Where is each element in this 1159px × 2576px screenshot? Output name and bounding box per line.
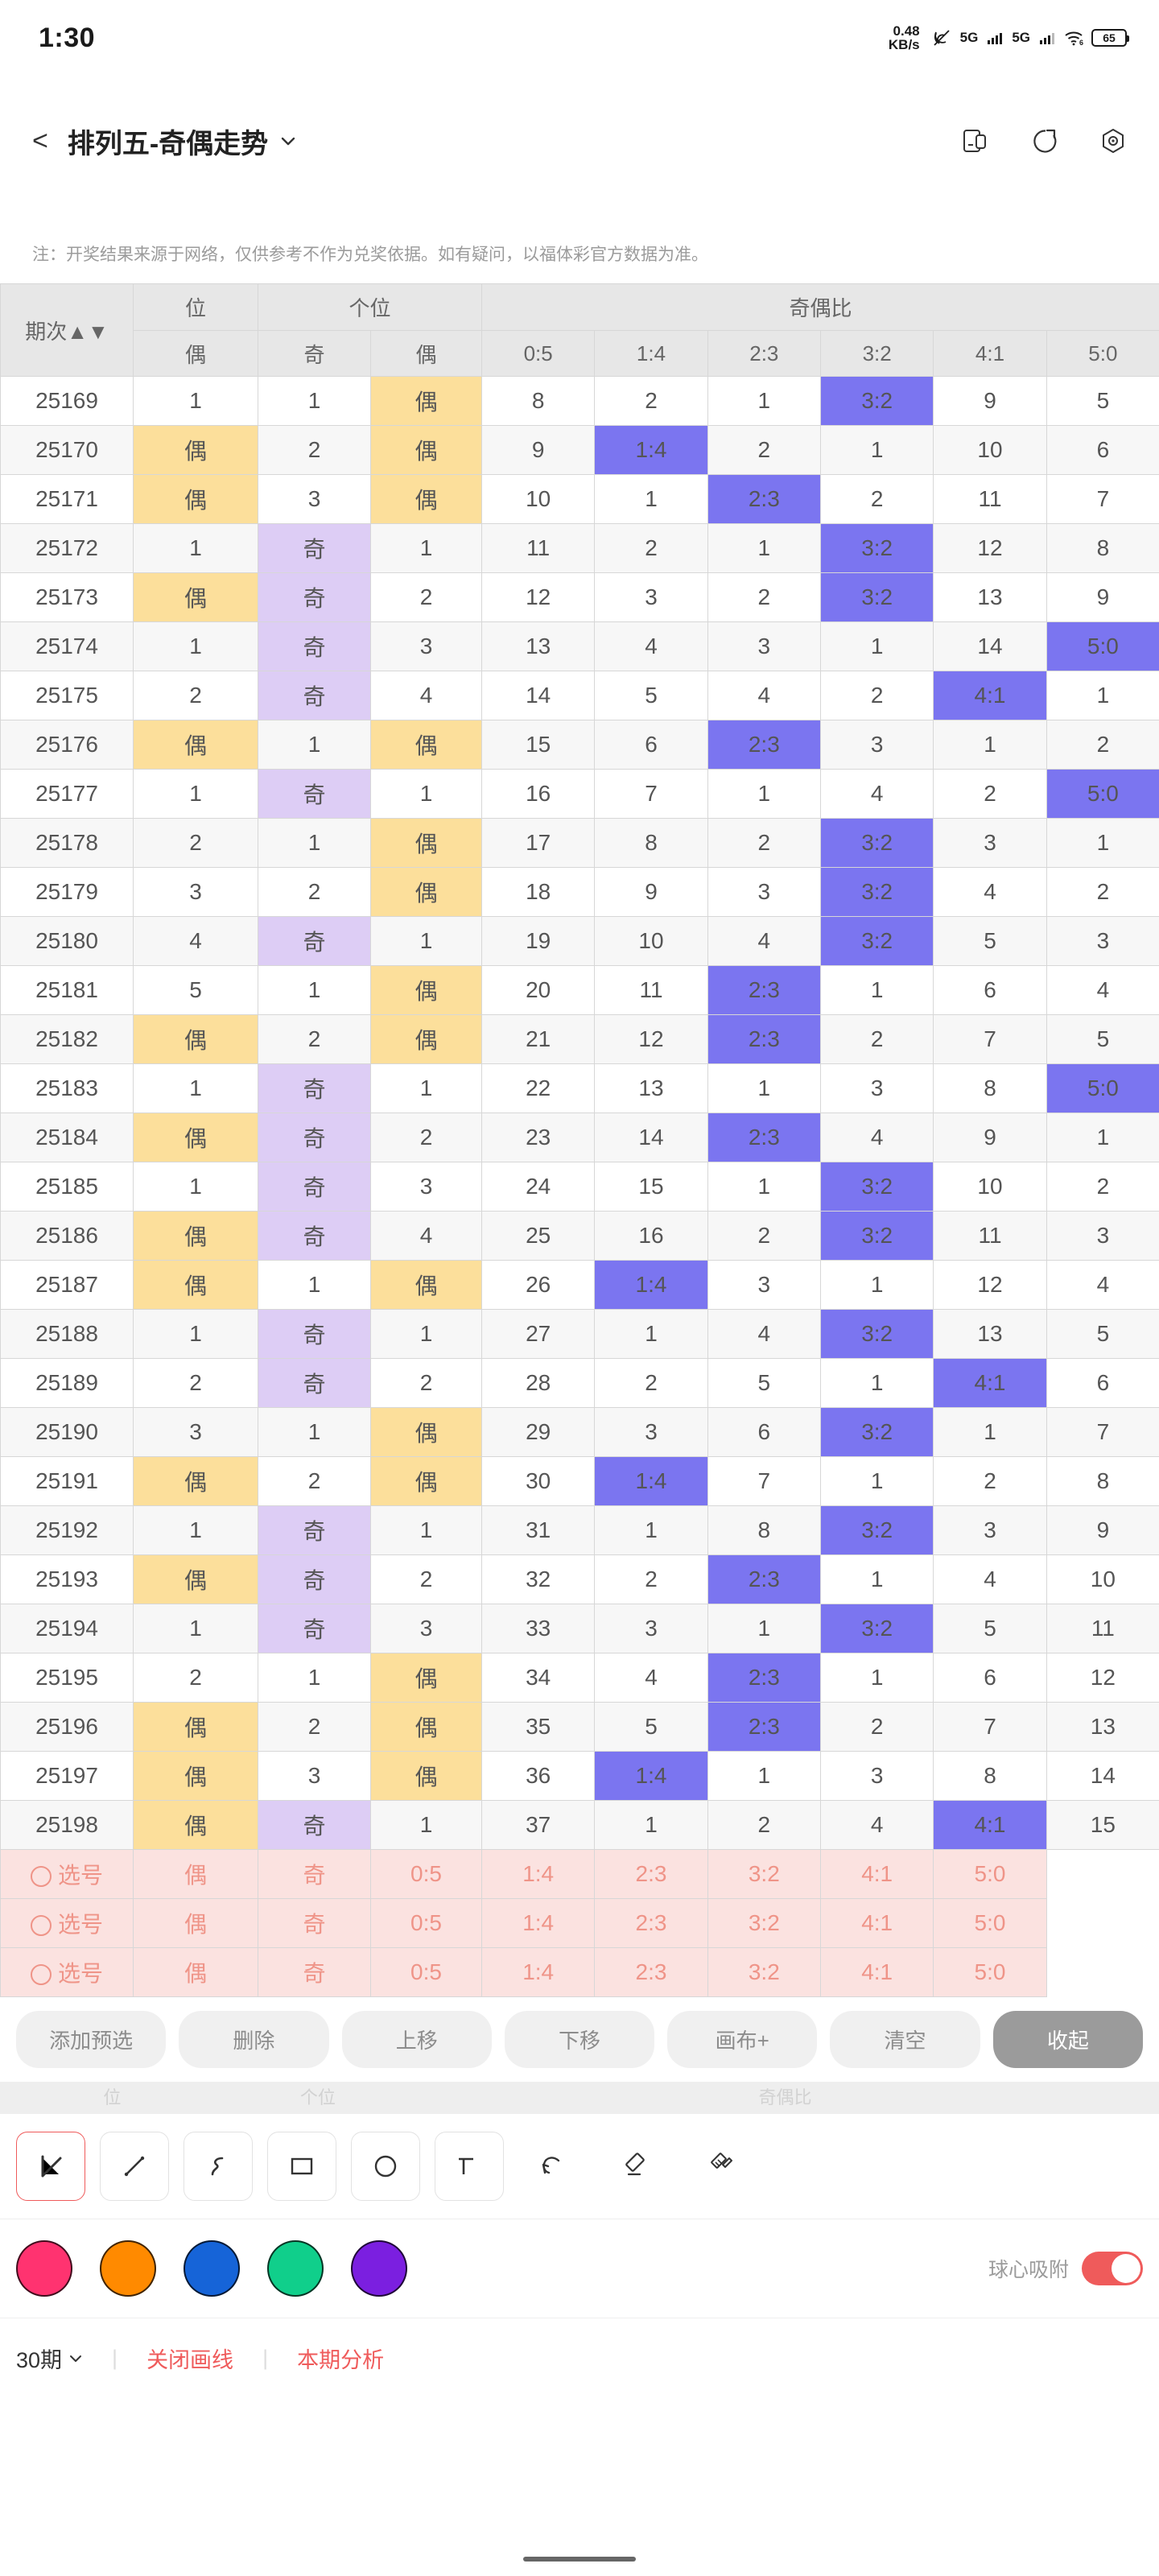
svg-text:6: 6	[1079, 39, 1083, 46]
